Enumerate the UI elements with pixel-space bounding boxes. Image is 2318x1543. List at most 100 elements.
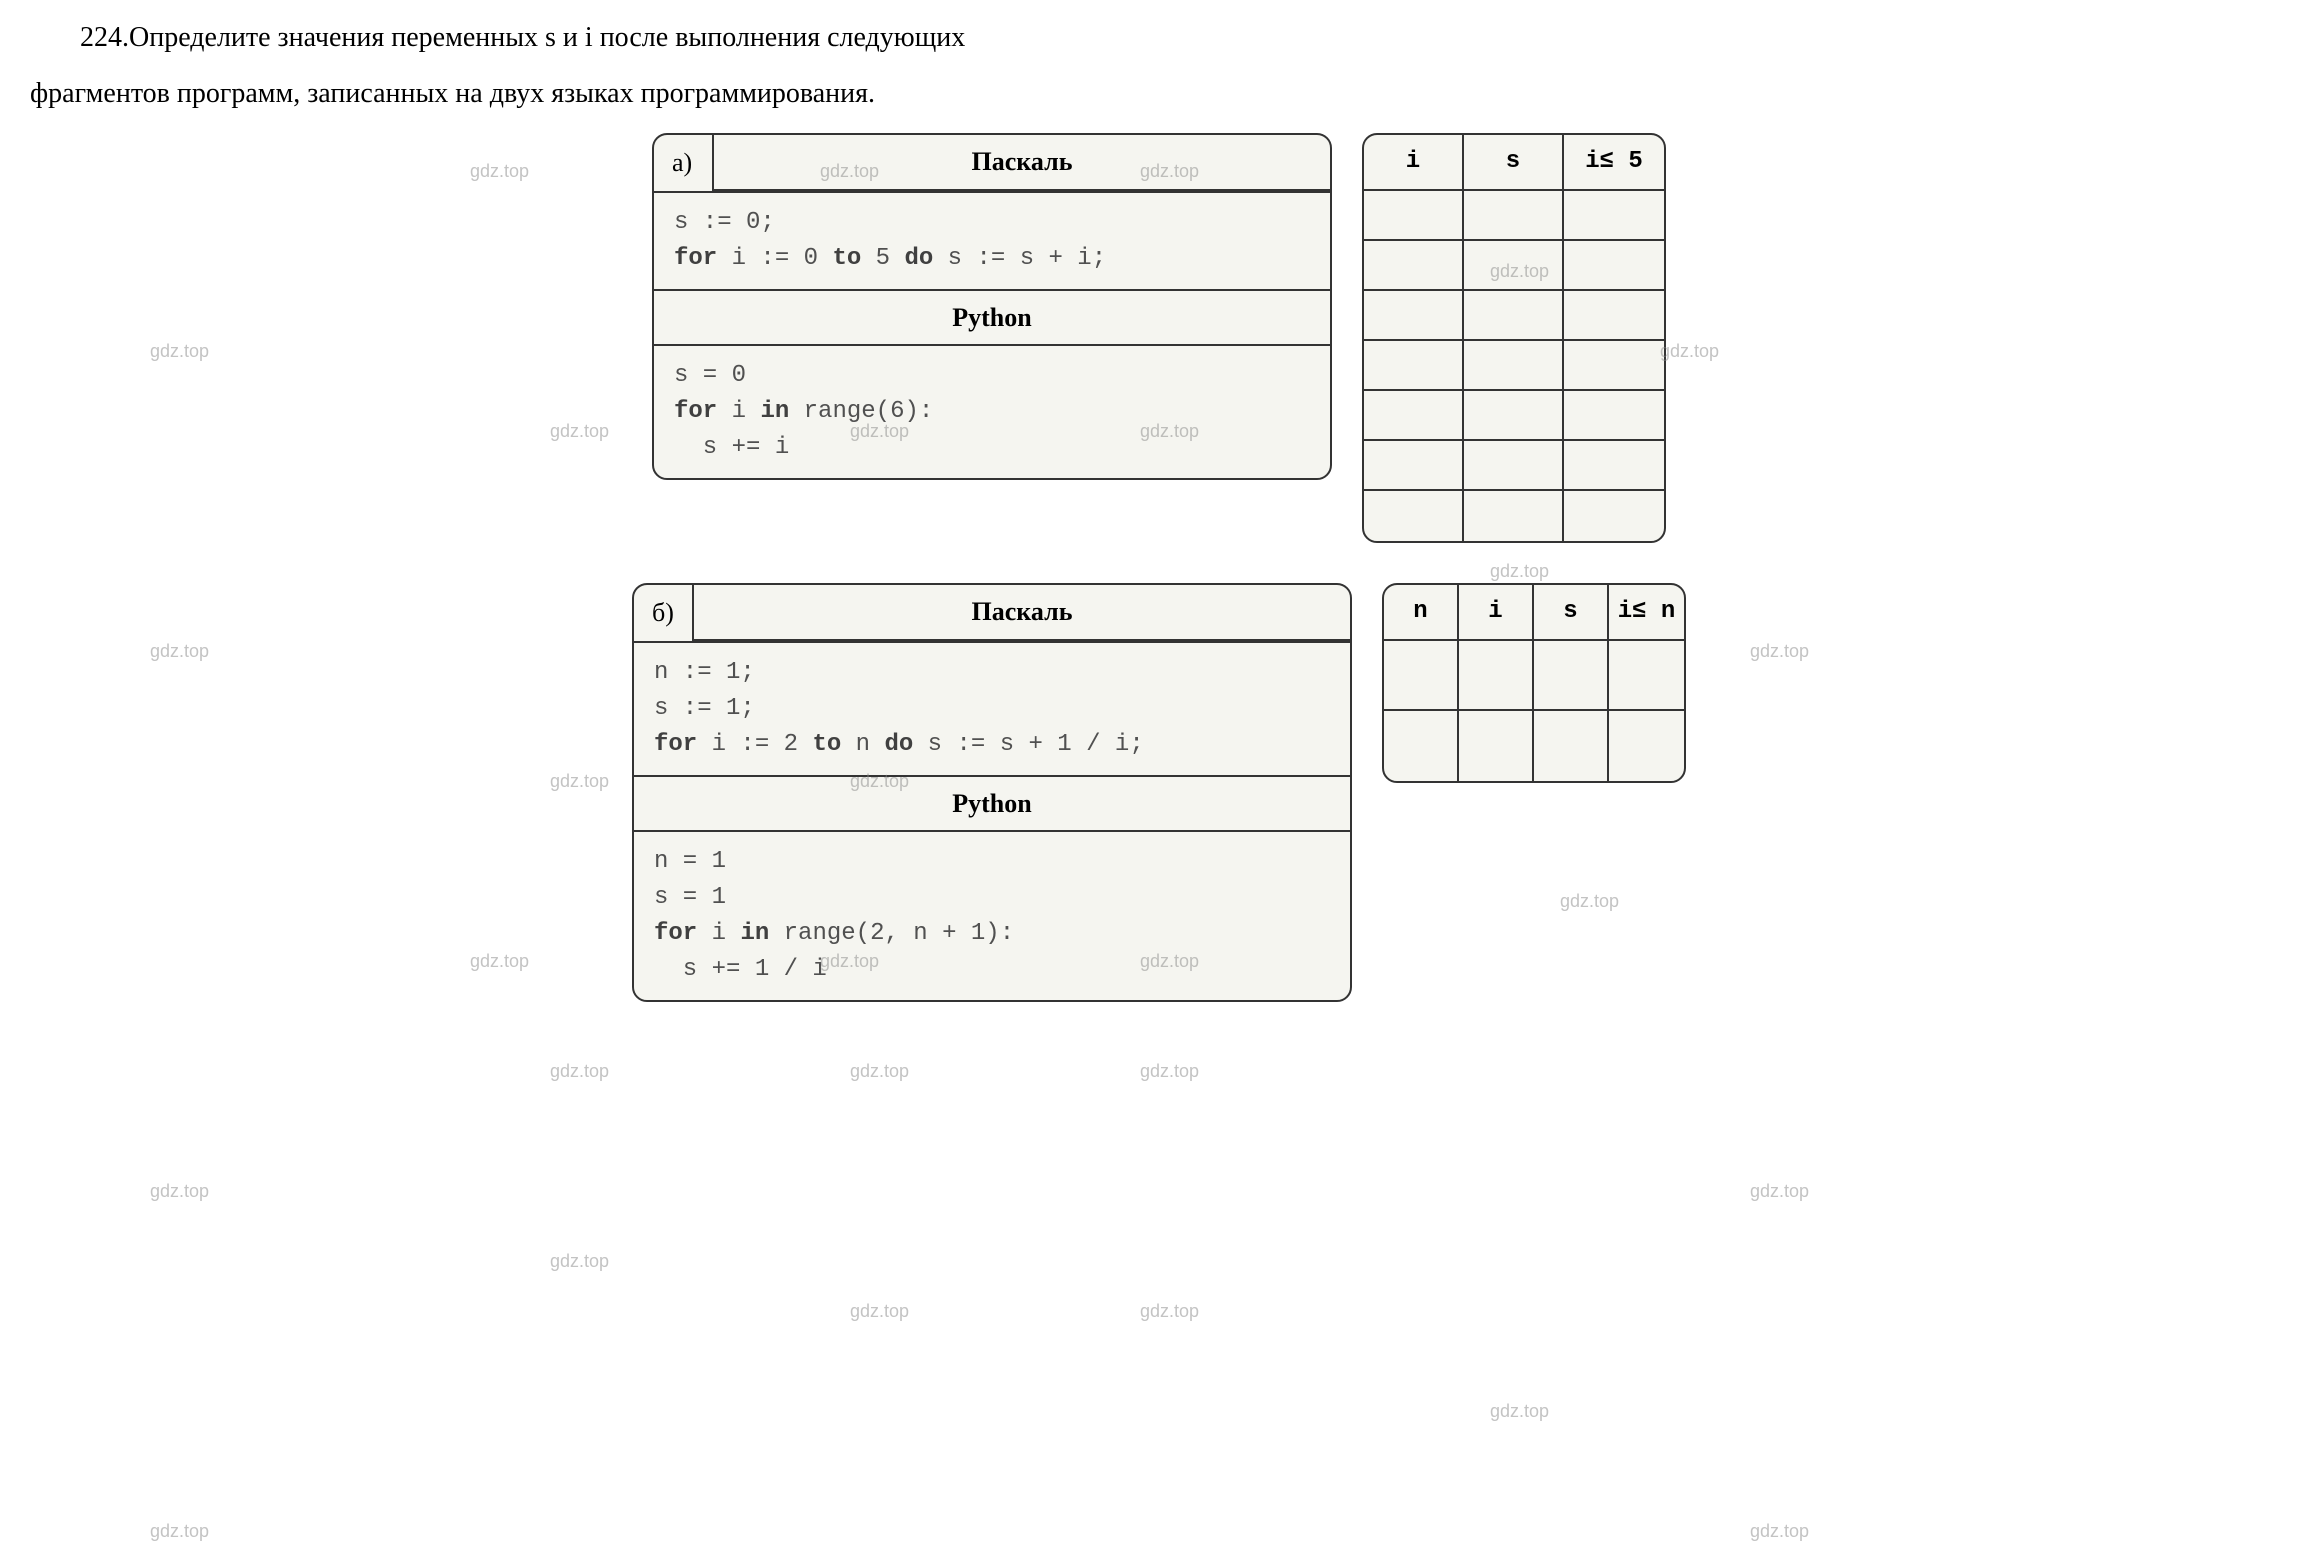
table-header: s xyxy=(1464,135,1564,191)
code-line: s = 0 xyxy=(674,362,746,389)
watermark-text: gdz.top xyxy=(150,1180,209,1203)
table-cell xyxy=(1564,191,1664,241)
code-box-b: б) Паскаль n := 1; s := 1; for i := 2 to… xyxy=(632,583,1352,1003)
problem-text-2: фрагментов программ, записанных на двух … xyxy=(30,78,875,109)
table-cell xyxy=(1564,441,1664,491)
table-cell xyxy=(1364,341,1464,391)
table-header: s xyxy=(1534,585,1609,641)
code-kw: in xyxy=(740,920,769,947)
code-text: s := s + i; xyxy=(933,245,1106,272)
code-text: range(2, n + 1): xyxy=(769,920,1014,947)
code-line: s += 1 / i xyxy=(654,956,827,983)
problem-statement-line2: фрагментов программ, записанных на двух … xyxy=(30,76,2288,112)
table-row xyxy=(1364,441,1664,491)
table-cell xyxy=(1464,241,1564,291)
table-header: i≤ n xyxy=(1609,585,1684,641)
pascal-header-a: Паскаль xyxy=(714,135,1330,191)
watermark-text: gdz.top xyxy=(1140,1060,1199,1083)
code-text: s := s + 1 / i; xyxy=(913,731,1143,758)
table-cell xyxy=(1364,191,1464,241)
exercise-b-container: б) Паскаль n := 1; s := 1; for i := 2 to… xyxy=(30,583,2288,1003)
python-header-b: Python xyxy=(634,775,1350,833)
table-cell xyxy=(1459,711,1534,781)
table-cell xyxy=(1464,341,1564,391)
pascal-header-b: Паскаль xyxy=(694,585,1350,641)
code-line: s = 1 xyxy=(654,884,726,911)
watermark-text: gdz.top xyxy=(1140,1300,1199,1323)
pascal-code-a: s := 0; for i := 0 to 5 do s := s + i; xyxy=(654,191,1330,289)
table-cell xyxy=(1464,491,1564,541)
watermark-text: gdz.top xyxy=(150,1520,209,1543)
code-kw: for xyxy=(654,920,697,947)
table-cell xyxy=(1364,391,1464,441)
table-cell xyxy=(1464,291,1564,341)
table-header: n xyxy=(1384,585,1459,641)
code-kw: for xyxy=(674,245,717,272)
table-cell xyxy=(1384,711,1459,781)
table-cell xyxy=(1534,711,1609,781)
watermark-text: gdz.top xyxy=(1750,1520,1809,1543)
code-text: i := 2 xyxy=(697,731,812,758)
watermark-text: gdz.top xyxy=(550,1250,609,1273)
exercise-b-row: б) Паскаль n := 1; s := 1; for i := 2 to… xyxy=(30,583,2288,1003)
watermark-text: gdz.top xyxy=(550,1060,609,1083)
table-cell xyxy=(1609,711,1684,781)
problem-statement: 224.Определите значения переменных s и i… xyxy=(30,20,2288,56)
table-cell xyxy=(1464,391,1564,441)
table-header: i xyxy=(1364,135,1464,191)
table-cell xyxy=(1364,441,1464,491)
problem-number: 224. xyxy=(80,22,129,53)
exercise-a-label: а) xyxy=(654,135,714,191)
table-cell xyxy=(1609,641,1684,711)
code-text: range(6): xyxy=(789,398,933,425)
table-cell xyxy=(1564,341,1664,391)
code-kw: for xyxy=(654,731,697,758)
exercise-b-label: б) xyxy=(634,585,694,641)
code-text: i xyxy=(717,398,760,425)
code-line: s := 1; xyxy=(654,695,755,722)
code-kw: for xyxy=(674,398,717,425)
table-row xyxy=(1364,291,1664,341)
table-cell xyxy=(1564,391,1664,441)
table-row xyxy=(1364,341,1664,391)
code-box-a: а) Паскаль s := 0; for i := 0 to 5 do s … xyxy=(652,133,1332,481)
table-cell xyxy=(1364,491,1464,541)
code-text: 5 xyxy=(861,245,904,272)
table-header: i≤ 5 xyxy=(1564,135,1664,191)
python-header-a: Python xyxy=(654,289,1330,347)
table-cell xyxy=(1459,641,1534,711)
table-cell xyxy=(1364,241,1464,291)
code-text: i xyxy=(697,920,740,947)
code-kw: to xyxy=(812,731,841,758)
code-text: i := 0 xyxy=(717,245,832,272)
table-cell xyxy=(1364,291,1464,341)
table-row xyxy=(1364,391,1664,441)
python-code-b: n = 1 s = 1 for i in range(2, n + 1): s … xyxy=(634,832,1350,1000)
watermark-text: gdz.top xyxy=(1750,1180,1809,1203)
table-row xyxy=(1364,191,1664,241)
pascal-code-b: n := 1; s := 1; for i := 2 to n do s := … xyxy=(634,641,1350,775)
watermark-text: gdz.top xyxy=(1490,560,1549,583)
code-kw: to xyxy=(832,245,861,272)
code-box-b-header: б) Паскаль xyxy=(634,585,1350,641)
code-kw: do xyxy=(904,245,933,272)
watermark-text: gdz.top xyxy=(850,1300,909,1323)
code-line: n := 1; xyxy=(654,659,755,686)
table-cell xyxy=(1534,641,1609,711)
table-row xyxy=(1364,491,1664,541)
code-line: n = 1 xyxy=(654,848,726,875)
code-line: s += i xyxy=(674,434,789,461)
table-cell xyxy=(1464,441,1564,491)
table-cell xyxy=(1564,241,1664,291)
table-cell xyxy=(1564,291,1664,341)
table-row xyxy=(1384,711,1684,781)
table-cell xyxy=(1464,191,1564,241)
trace-table-a: i s i≤ 5 xyxy=(1362,133,1666,543)
table-row xyxy=(1364,241,1664,291)
problem-text-1: Определите значения переменных s и i пос… xyxy=(129,22,965,53)
code-kw: do xyxy=(884,731,913,758)
python-code-a: s = 0 for i in range(6): s += i xyxy=(654,346,1330,478)
trace-table-b: n i s i≤ n xyxy=(1382,583,1686,783)
table-header-row: i s i≤ 5 xyxy=(1364,135,1664,191)
watermark-text: gdz.top xyxy=(850,1060,909,1083)
